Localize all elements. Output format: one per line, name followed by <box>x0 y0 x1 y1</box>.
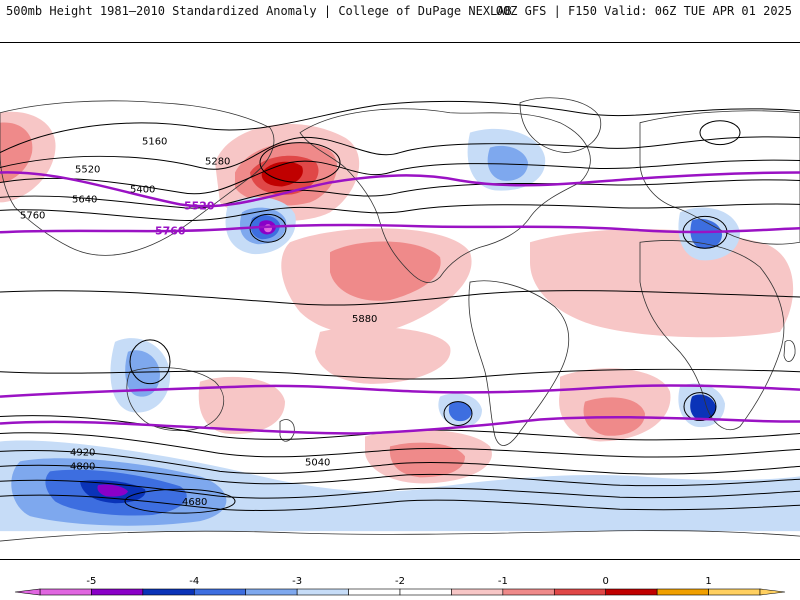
colorbar-cell <box>91 588 144 596</box>
label-5520: 5520 <box>75 165 100 176</box>
contour-5160-north <box>0 101 800 154</box>
colorbar-cell <box>708 588 761 596</box>
anomaly-neg2-australia <box>125 350 160 397</box>
anomaly-map: 5160 5280 5400 5520 5640 5760 5880 5040 … <box>0 42 800 560</box>
colorbar-cell <box>451 588 504 596</box>
colorbar-tick-label: 1 <box>705 576 711 587</box>
contour-5880-tropics <box>0 290 800 306</box>
contour-4680-closed <box>124 488 236 514</box>
highlight-labels: 5520 5760 <box>155 199 215 237</box>
contour-5160-south <box>0 449 800 475</box>
contour-5760-south-purple <box>0 384 800 398</box>
map-title: 500mb Height 1981–2010 Standardized Anom… <box>6 4 512 18</box>
label-5160: 5160 <box>142 137 167 148</box>
contour-5520-north <box>0 179 800 209</box>
colorbar-cell <box>142 588 195 596</box>
africa-coast <box>639 240 785 431</box>
highlight-contours <box>0 171 800 435</box>
anomaly-neg2-hudson <box>487 145 528 181</box>
label-5280: 5280 <box>205 157 230 168</box>
anomaly-neg5-antarctic <box>97 484 128 497</box>
anomaly-pos-south-pacific <box>315 326 451 384</box>
label-4800: 4800 <box>70 461 95 472</box>
label-5400: 5400 <box>130 184 155 195</box>
colorbar-cell <box>399 588 452 596</box>
colorbar-cell <box>193 588 247 596</box>
colorbar-tick-label: -4 <box>189 576 199 587</box>
contour-closed-south-atlantic-low <box>683 392 717 422</box>
colorbar-cell <box>348 588 401 596</box>
contour-closed-south-pacific-low <box>443 401 473 427</box>
colorbar-tick-label: -3 <box>292 576 302 587</box>
colorbar-cell <box>605 588 658 596</box>
south-america-coast <box>468 280 570 446</box>
anomaly-pos2-west-europe <box>0 122 33 183</box>
anomaly-pos2-southern-ocean <box>389 442 465 478</box>
colorbar-cell <box>39 588 92 596</box>
contour-closed-pacific-high <box>259 142 341 183</box>
label-4920: 4920 <box>70 447 95 458</box>
contour-5760-north-purple <box>0 223 800 234</box>
coastlines <box>0 97 800 542</box>
australia-coast <box>126 367 224 431</box>
contour-closed-arctic <box>699 120 741 146</box>
colorbar-tick-label: -1 <box>498 576 508 587</box>
contour-5880-south <box>0 368 800 380</box>
colorbar-tick-label: 0 <box>603 576 609 587</box>
contour-5400-south <box>0 432 800 458</box>
contour-closed-indian-low <box>129 339 171 385</box>
label-5760: 5760 <box>20 210 45 221</box>
colorbar: -5-4-3-2-1012345 <box>14 576 786 596</box>
colorbar-cell <box>656 588 709 596</box>
madagascar-coast <box>783 339 796 362</box>
label-5040: 5040 <box>305 457 330 468</box>
label-5640: 5640 <box>72 194 97 205</box>
anomaly-pos2-pacific <box>330 241 441 301</box>
label-5520-purple: 5520 <box>184 199 215 212</box>
colorbar-extend-high <box>759 588 786 596</box>
contour-5520-south-purple <box>0 415 800 435</box>
contour-5520-north-purple <box>0 171 800 208</box>
europe-coast <box>639 110 800 245</box>
anomaly-pos-atlantic <box>530 229 794 338</box>
greenland-coast <box>519 97 602 153</box>
antarctica-coast <box>0 530 800 542</box>
contour-4920-south <box>0 479 800 499</box>
colorbar-tick-label: -2 <box>395 576 405 587</box>
colorbar-cell <box>502 588 555 596</box>
contour-labels: 5160 5280 5400 5520 5640 5760 5880 5040 … <box>20 137 377 509</box>
anomaly-pos-indian-ocean <box>198 376 285 435</box>
asia-coast <box>0 100 275 256</box>
colorbar-extend-low <box>14 588 41 596</box>
contour-5040-south <box>0 464 800 487</box>
contour-5280-north <box>0 136 800 170</box>
anomaly-neg3-south-pacific <box>448 401 472 422</box>
contour-5400-north <box>0 159 800 195</box>
colorbar-cell <box>245 588 298 596</box>
colorbar-cell <box>296 588 349 596</box>
model-valid-time: 00Z GFS | F150 Valid: 06Z TUE APR 01 202… <box>495 4 792 18</box>
colorbar-cell <box>553 588 607 596</box>
label-5760-purple: 5760 <box>155 224 186 237</box>
contour-5640-north <box>0 203 800 221</box>
colorbar-tick-label: -5 <box>86 576 96 587</box>
label-5880: 5880 <box>352 314 377 325</box>
contour-4800-south <box>0 494 800 511</box>
label-4680: 4680 <box>182 497 207 508</box>
